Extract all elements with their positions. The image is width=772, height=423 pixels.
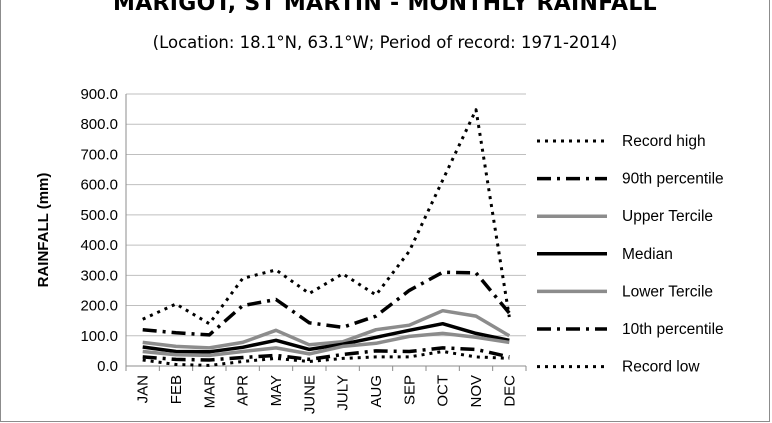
x-tick-label: OCT bbox=[435, 375, 452, 407]
y-axis-tick-labels: 0.0 100.0 200.0 300.0 400.0 500.0 600.0 700.0 80… bbox=[80, 86, 118, 375]
chart-title: MARIGOT, ST MARTIN - MONTHLY RAINFALL bbox=[113, 0, 657, 16]
chart-subtitle: (Location: 18.1°N, 63.1°W; Period of rec… bbox=[152, 33, 618, 52]
legend: Record high 90th percentile Upper Tercile M… bbox=[537, 133, 724, 376]
x-tick-label: MAR bbox=[201, 375, 218, 409]
series-line bbox=[142, 350, 510, 367]
y-axis-label: RAINFALL (mm) bbox=[35, 173, 52, 288]
legend-label: Record low bbox=[622, 359, 700, 376]
y-tick-label: 0.0 bbox=[97, 358, 118, 375]
x-axis-tick-labels: JAN FEB MAR APR MAY JUNE JULY AUG SEP OCT NOV DEC bbox=[135, 375, 519, 414]
y-tick-label: 400.0 bbox=[80, 237, 118, 254]
y-tick-label: 800.0 bbox=[80, 116, 118, 133]
series-line bbox=[142, 270, 511, 337]
legend-label: Median bbox=[622, 246, 673, 263]
y-tick-label: 300.0 bbox=[80, 267, 118, 284]
x-tick-label: MAY bbox=[268, 375, 285, 406]
series-line bbox=[142, 346, 510, 362]
series-lines bbox=[142, 108, 511, 367]
y-tick-label: 100.0 bbox=[80, 328, 118, 345]
x-tick-label: DEC bbox=[501, 375, 518, 407]
legend-label: 90th percentile bbox=[622, 171, 724, 188]
x-tick-label: JAN bbox=[135, 375, 152, 403]
series-line bbox=[142, 321, 510, 354]
x-tick-label: APR bbox=[235, 375, 252, 406]
y-tick-label: 200.0 bbox=[80, 298, 118, 315]
y-tick-label: 900.0 bbox=[80, 86, 118, 103]
series-line bbox=[142, 331, 510, 358]
y-tick-label: 600.0 bbox=[80, 177, 118, 194]
x-tick-label: JUNE bbox=[301, 375, 318, 414]
x-tick-label: AUG bbox=[368, 375, 385, 408]
legend-label: Record high bbox=[622, 133, 706, 150]
series-line bbox=[142, 108, 511, 326]
x-tick-label: FEB bbox=[168, 375, 185, 404]
legend-label: Lower Tercile bbox=[622, 283, 713, 300]
legend-label: Upper Tercile bbox=[622, 208, 713, 225]
y-tick-label: 500.0 bbox=[80, 207, 118, 224]
x-tick-label: JULY bbox=[335, 375, 352, 411]
series-line bbox=[142, 308, 511, 350]
y-tick-label: 700.0 bbox=[80, 146, 118, 163]
legend-label: 10th percentile bbox=[622, 321, 724, 338]
x-tick-label: SEP bbox=[401, 375, 418, 405]
x-tick-label: NOV bbox=[468, 375, 485, 408]
